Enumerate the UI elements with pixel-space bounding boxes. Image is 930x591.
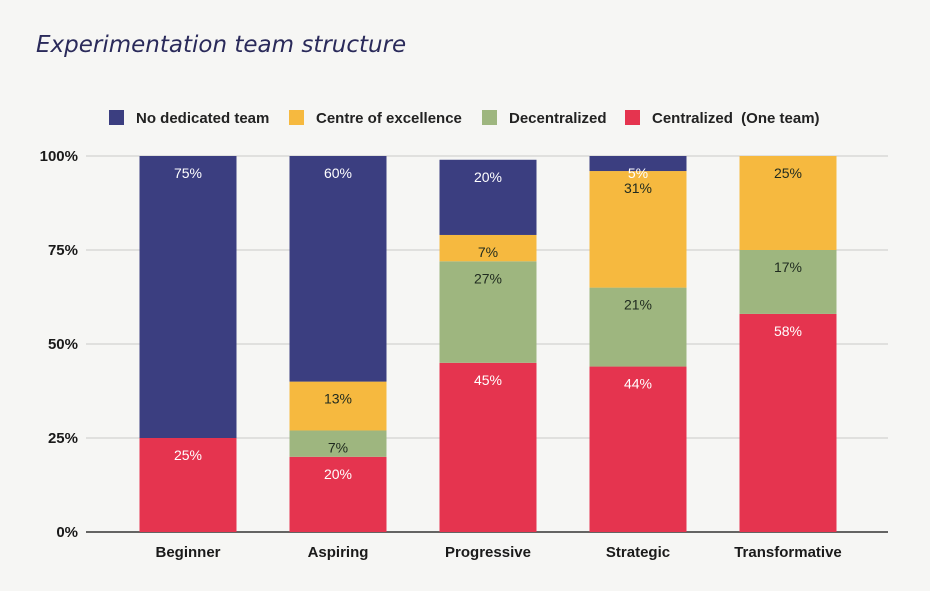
bar-segment-decentralized xyxy=(739,250,837,314)
data-label: 44% xyxy=(624,376,652,392)
data-label: 31% xyxy=(624,180,652,196)
bar-segment-coe xyxy=(289,381,387,431)
bar-segment-decentralized xyxy=(589,287,687,367)
data-label: 21% xyxy=(624,297,652,313)
bar-segment-centralized xyxy=(439,362,537,532)
bar-segment-centralized xyxy=(739,313,837,532)
data-label: 25% xyxy=(774,165,802,181)
y-tick-label: 100% xyxy=(40,148,78,165)
bar-segment-no_dedicated xyxy=(439,159,537,235)
legend-swatch-decentralized xyxy=(482,110,497,125)
bar-segment-centralized xyxy=(139,438,237,532)
bar-segment-centralized xyxy=(589,366,687,532)
data-label: 58% xyxy=(774,323,802,339)
data-label: 75% xyxy=(174,165,202,181)
bar-segment-decentralized xyxy=(439,261,537,363)
bar-segment-no_dedicated xyxy=(589,156,687,172)
data-label: 7% xyxy=(328,439,348,455)
x-tick-label: Strategic xyxy=(606,544,670,561)
y-tick-label: 75% xyxy=(48,242,78,259)
legend-swatch-coe xyxy=(289,110,304,125)
bar-segment-centralized xyxy=(289,456,387,532)
y-axis: 0% 25% 50% 75% 100% xyxy=(40,148,78,541)
data-label: 5% xyxy=(628,165,648,181)
y-tick-label: 50% xyxy=(48,336,78,353)
x-axis: Beginner Aspiring Progressive Strategic Tran… xyxy=(155,544,841,561)
legend-label: Centralized (One team) xyxy=(652,110,820,127)
data-label: 20% xyxy=(474,169,502,185)
legend-swatch-centralized xyxy=(625,110,640,125)
legend: No dedicated team Centre of excellence Dec… xyxy=(109,110,820,127)
legend-label: Centre of excellence xyxy=(316,110,462,127)
bar-segment-decentralized xyxy=(289,430,387,457)
legend-label: Decentralized xyxy=(509,110,607,127)
data-label: 20% xyxy=(324,466,352,482)
bars: 25% 20% 45% 44% 58% 7% 27% 21% 17% 13% 7% 31% 25% 75%… xyxy=(139,156,837,532)
data-label: 7% xyxy=(478,244,498,260)
chart-title: Experimentation team structure xyxy=(36,32,406,58)
data-label: 60% xyxy=(324,165,352,181)
y-tick-label: 25% xyxy=(48,430,78,447)
x-tick-label: Transformative xyxy=(734,544,842,561)
x-tick-label: Aspiring xyxy=(308,544,369,561)
y-tick-label: 0% xyxy=(56,524,78,541)
data-label: 27% xyxy=(474,270,502,286)
bar-segment-no_dedicated xyxy=(139,156,237,438)
legend-swatch-no_dedicated xyxy=(109,110,124,125)
x-tick-label: Beginner xyxy=(155,544,220,561)
data-label: 17% xyxy=(774,259,802,275)
bar-segment-no_dedicated xyxy=(289,156,387,382)
x-tick-label: Progressive xyxy=(445,544,531,561)
bar-segment-coe xyxy=(439,234,537,262)
bar-segment-coe xyxy=(739,156,837,250)
data-label: 13% xyxy=(324,391,352,407)
legend-label: No dedicated team xyxy=(136,110,269,127)
data-label: 45% xyxy=(474,372,502,388)
bar-segment-coe xyxy=(589,171,687,288)
data-label: 25% xyxy=(174,447,202,463)
